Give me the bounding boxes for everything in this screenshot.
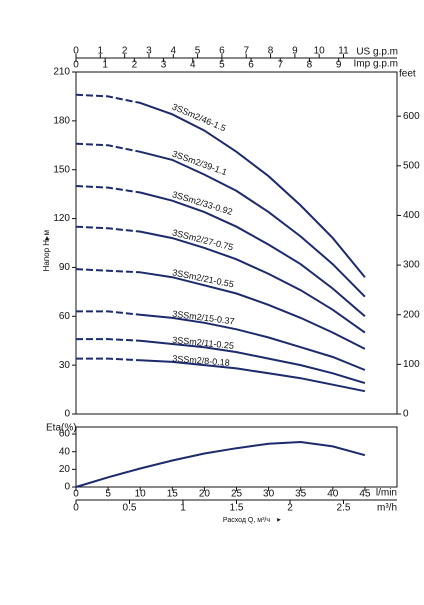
y-tick-label: 500 (403, 160, 420, 171)
x-tick-label: 5 (105, 489, 111, 500)
curve (75, 225, 366, 334)
x-tick-label: 7 (277, 60, 283, 71)
main-frame (75, 71, 398, 415)
curve (76, 338, 366, 385)
x-tick-label: 8 (307, 60, 313, 71)
lmin-label: l/min (376, 488, 397, 499)
x-tick-label: 20 (199, 489, 211, 500)
x-tick-label: 1 (180, 503, 186, 514)
x-tick-label: 2 (287, 503, 293, 514)
y-tick-label: 30 (59, 360, 71, 371)
y-tick-label: 0 (64, 482, 70, 493)
x-tick-label: 0 (73, 503, 79, 514)
eta-label: Eta(%) (46, 423, 77, 434)
x-tick-label: 0 (73, 489, 79, 500)
curve (75, 142, 366, 298)
x-tick-label: 1 (98, 46, 104, 57)
x-tick-label: 15 (167, 489, 179, 500)
x-axis-title: Расход Q, м³/ч (223, 517, 270, 524)
y-tick-label: 0 (403, 409, 409, 420)
y-tick-label: 40 (59, 446, 71, 457)
x-tick-label: 11 (338, 46, 349, 57)
x-tick-label: 1.5 (230, 503, 244, 514)
x-tick-label: 3 (161, 60, 167, 71)
x-tick-label: 2 (132, 60, 138, 71)
x-tick-label: 9 (336, 60, 342, 71)
y-tick-label: 20 (59, 464, 71, 475)
x-tick-label: 6 (248, 60, 254, 71)
x-tick-label: 1 (102, 60, 108, 71)
x-tick-label: 25 (231, 489, 243, 500)
y-tick-label: 60 (59, 311, 71, 322)
x-tick-label: 9 (292, 46, 298, 57)
y-tick-label: 210 (53, 67, 70, 78)
curve (75, 93, 366, 278)
curve (76, 310, 366, 371)
x-tick-label: 0.5 (123, 503, 137, 514)
x-tick-label: 7 (243, 46, 249, 57)
eta-frame (75, 426, 398, 488)
x-tick-label: 0 (73, 60, 79, 71)
curve-label: 3SSm2/11-0.25 (172, 335, 235, 351)
x-tick-label: 4 (190, 60, 196, 71)
curve-label: 3SSm2/8-0.18 (172, 353, 230, 367)
us-gpm-label: US g.p.m (356, 47, 398, 58)
x-tick-label: 8 (268, 46, 274, 57)
x-tick-label: 6 (219, 46, 225, 57)
curve (75, 440, 366, 488)
y-tick-label: 100 (403, 359, 420, 370)
x-tick-label: 5 (219, 60, 225, 71)
y-tick-label: 0 (64, 409, 70, 420)
y-tick-label: 400 (403, 210, 420, 221)
y-arrow: ► (44, 235, 51, 242)
x-tick-label: 35 (295, 489, 307, 500)
imp-gpm-label: Imp g.p.m (354, 59, 398, 70)
y-axis-title: Напор H, м (42, 230, 51, 271)
x-tick-label: 45 (359, 489, 371, 500)
x-tick-label: 40 (327, 489, 339, 500)
curve (75, 268, 366, 350)
x-tick-label: 10 (135, 489, 147, 500)
y-tick-label: 60 (59, 429, 71, 440)
x-tick-label: 10 (314, 46, 326, 57)
curve-label: 3SSm2/21-0.55 (171, 267, 234, 289)
y-tick-label: 180 (53, 115, 70, 126)
y-tick-label: 90 (59, 262, 71, 273)
y-tick-label: 120 (53, 213, 70, 224)
y-tick-label: 600 (403, 111, 420, 122)
m3h-label: m³/h (377, 503, 397, 514)
y-tick-label: 300 (403, 260, 420, 271)
x-tick-label: 2.5 (337, 503, 351, 514)
x-tick-label: 0 (73, 46, 79, 57)
curve-label: 3SSm2/15-0.37 (172, 309, 235, 327)
y-tick-label: 200 (403, 309, 420, 320)
x-tick-label: 2 (122, 46, 128, 57)
curve (75, 185, 366, 318)
feet-label: feet (399, 69, 416, 80)
x-arrow: ► (276, 518, 282, 524)
x-tick-label: 3 (146, 46, 152, 57)
y-tick-label: 150 (53, 164, 70, 175)
x-tick-label: 30 (263, 489, 275, 500)
x-tick-label: 5 (195, 46, 201, 57)
x-tick-label: 4 (170, 46, 176, 57)
curve (76, 357, 366, 393)
